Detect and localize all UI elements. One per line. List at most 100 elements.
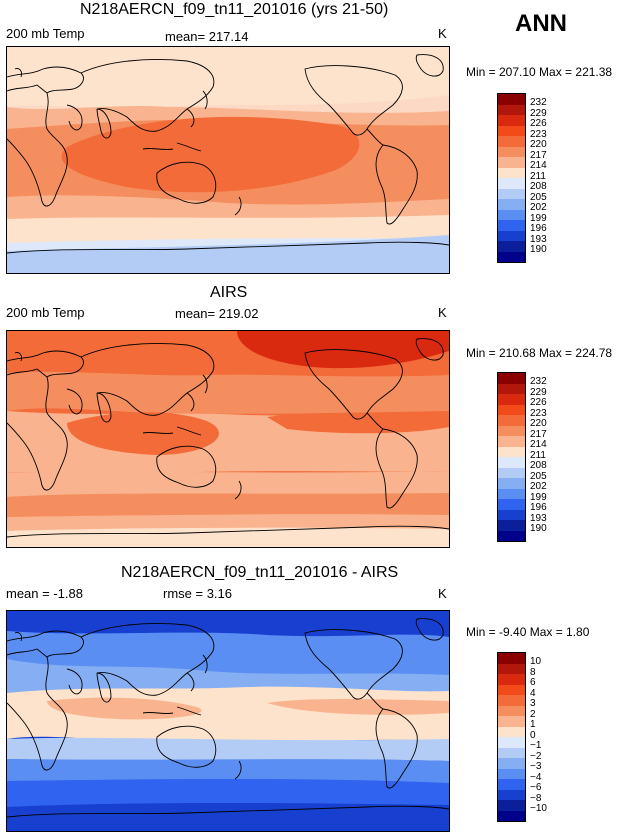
colorbar-swatch [498, 199, 525, 210]
colorbar-swatch [498, 136, 525, 147]
panel2-mean-label: mean= 219.02 [175, 306, 259, 321]
colorbar-tick-label: −8 [530, 792, 542, 804]
panel2-min-max: Min = 210.68 Max = 224.78 [466, 346, 613, 360]
colorbar-swatch [498, 800, 525, 811]
colorbar-swatch [498, 768, 525, 779]
panel3-title: N218AERCN_f09_tn11_201016 - AIRS [121, 564, 399, 581]
colorbar-tick-label: 199 [530, 212, 547, 224]
colorbar-swatch [498, 705, 525, 716]
colorbar-swatch [498, 499, 525, 510]
colorbar-tick-label: 217 [530, 428, 547, 440]
colorbar-tick-label: 2 [530, 708, 536, 720]
colorbar-swatch [498, 684, 525, 695]
colorbar-swatch [498, 467, 525, 478]
colorbar-swatch [498, 509, 525, 520]
colorbar-tick-label: −1 [530, 740, 542, 751]
colorbar-tick-label: 208 [530, 460, 547, 471]
panel3-map-svg [7, 611, 449, 831]
band-south-polar [7, 779, 449, 811]
panel1-variable-label: 200 mb Temp [6, 26, 85, 41]
panel2-colorbar-labels: 232 229 226 223 220 217 214 211 208 205 202 199 196 1… [530, 376, 547, 535]
panel1-title: N218AERCN_f09_tn11_201016 (yrs 21-50) [80, 1, 389, 18]
colorbar-swatch [498, 758, 525, 769]
colorbar-swatch [498, 373, 525, 384]
colorbar-tick-label: 232 [530, 97, 547, 108]
colorbar-tick-label: −4 [530, 771, 542, 783]
colorbar-tick-label: 223 [530, 407, 547, 419]
band-warm [47, 697, 449, 720]
colorbar-tick-label: 232 [530, 376, 547, 387]
panel1-colorbar-labels: 232 229 226 223 220 217 214 211 208 205 202 199 196 1… [530, 97, 547, 256]
colorbar-tick-label: 193 [530, 512, 547, 524]
colorbar-swatch [498, 653, 525, 664]
colorbar-tick-label: 229 [530, 386, 547, 398]
panel2-title: AIRS [210, 284, 248, 301]
colorbar-swatch [498, 695, 525, 706]
panel3-min-max: Min = -9.40 Max = 1.80 [466, 625, 590, 639]
panel2-colorbar [497, 372, 526, 542]
colorbar-tick-label: 4 [530, 687, 536, 699]
band-south-sub [7, 471, 449, 497]
colorbar-tick-label: 196 [530, 502, 547, 513]
colorbar-tick-label: 3 [530, 698, 536, 709]
colorbar-tick-label: 196 [530, 223, 547, 234]
colorbar-tick-label: −10 [530, 803, 547, 814]
colorbar-swatch [498, 230, 525, 241]
band-north-mid [7, 47, 449, 108]
colorbar-swatch [498, 789, 525, 800]
band-warm-pool [67, 412, 449, 455]
panel2-variable-label: 200 mb Temp [6, 305, 85, 320]
band-warm-pool [61, 116, 360, 193]
panel2-map-svg [7, 331, 449, 547]
colorbar-tick-label: 226 [530, 397, 547, 408]
panel2-map [6, 330, 450, 548]
colorbar-swatch [498, 104, 525, 115]
colorbar-tick-label: 211 [530, 449, 546, 461]
panel1-map-svg [7, 47, 449, 273]
colorbar-tick-label: 202 [530, 481, 547, 492]
colorbar-swatch [498, 178, 525, 189]
colorbar-swatch [498, 488, 525, 499]
colorbar-tick-label: 214 [530, 439, 547, 450]
colorbar-swatch [498, 436, 525, 447]
colorbar-tick-label: 199 [530, 491, 547, 503]
band-south-mid [7, 215, 449, 243]
panel3-colorbar-labels: 10 8 6 4 3 2 1 0 −1 −2 −3 −4 −6 −8 −10 [530, 656, 547, 815]
colorbar-swatch [498, 115, 525, 126]
panel1-units: K [438, 26, 447, 41]
colorbar-swatch [498, 157, 525, 168]
colorbar-tick-label: 1 [530, 719, 536, 730]
colorbar-tick-label: 226 [530, 118, 547, 129]
colorbar-swatch [498, 241, 525, 252]
panel1-map [6, 46, 450, 274]
colorbar-swatch [498, 209, 525, 220]
colorbar-swatch [498, 425, 525, 436]
colorbar-swatch [498, 167, 525, 178]
colorbar-tick-label: 205 [530, 191, 547, 203]
colorbar-swatch [498, 520, 525, 531]
colorbar-tick-label: −3 [530, 761, 542, 772]
band-south-sub [7, 200, 449, 223]
colorbar-swatch [498, 810, 525, 821]
colorbar-tick-label: 190 [530, 244, 547, 255]
band-north-mid [7, 371, 449, 414]
panel3-units: K [438, 586, 447, 601]
colorbar-swatch [498, 716, 525, 727]
panel1-min-max: Min = 207.10 Max = 221.38 [466, 65, 613, 79]
panel3-colorbar [497, 652, 526, 822]
colorbar-tick-label: 223 [530, 128, 547, 140]
panel3-rmse-label: rmse = 3.16 [163, 586, 233, 601]
colorbar-tick-label: 229 [530, 107, 547, 119]
band-south-sub [7, 737, 449, 761]
colorbar-swatch [498, 737, 525, 748]
band-tropical [7, 686, 449, 744]
colorbar-swatch [498, 220, 525, 231]
panel2-units: K [438, 305, 447, 320]
colorbar-swatch [498, 457, 525, 468]
colorbar-tick-label: 205 [530, 470, 547, 482]
colorbar-swatch [498, 125, 525, 136]
panel3-mean-label: mean = -1.88 [6, 586, 83, 601]
colorbar-tick-label: −2 [530, 750, 542, 762]
colorbar-tick-label: 202 [530, 202, 547, 213]
colorbar-tick-label: 10 [530, 656, 542, 667]
